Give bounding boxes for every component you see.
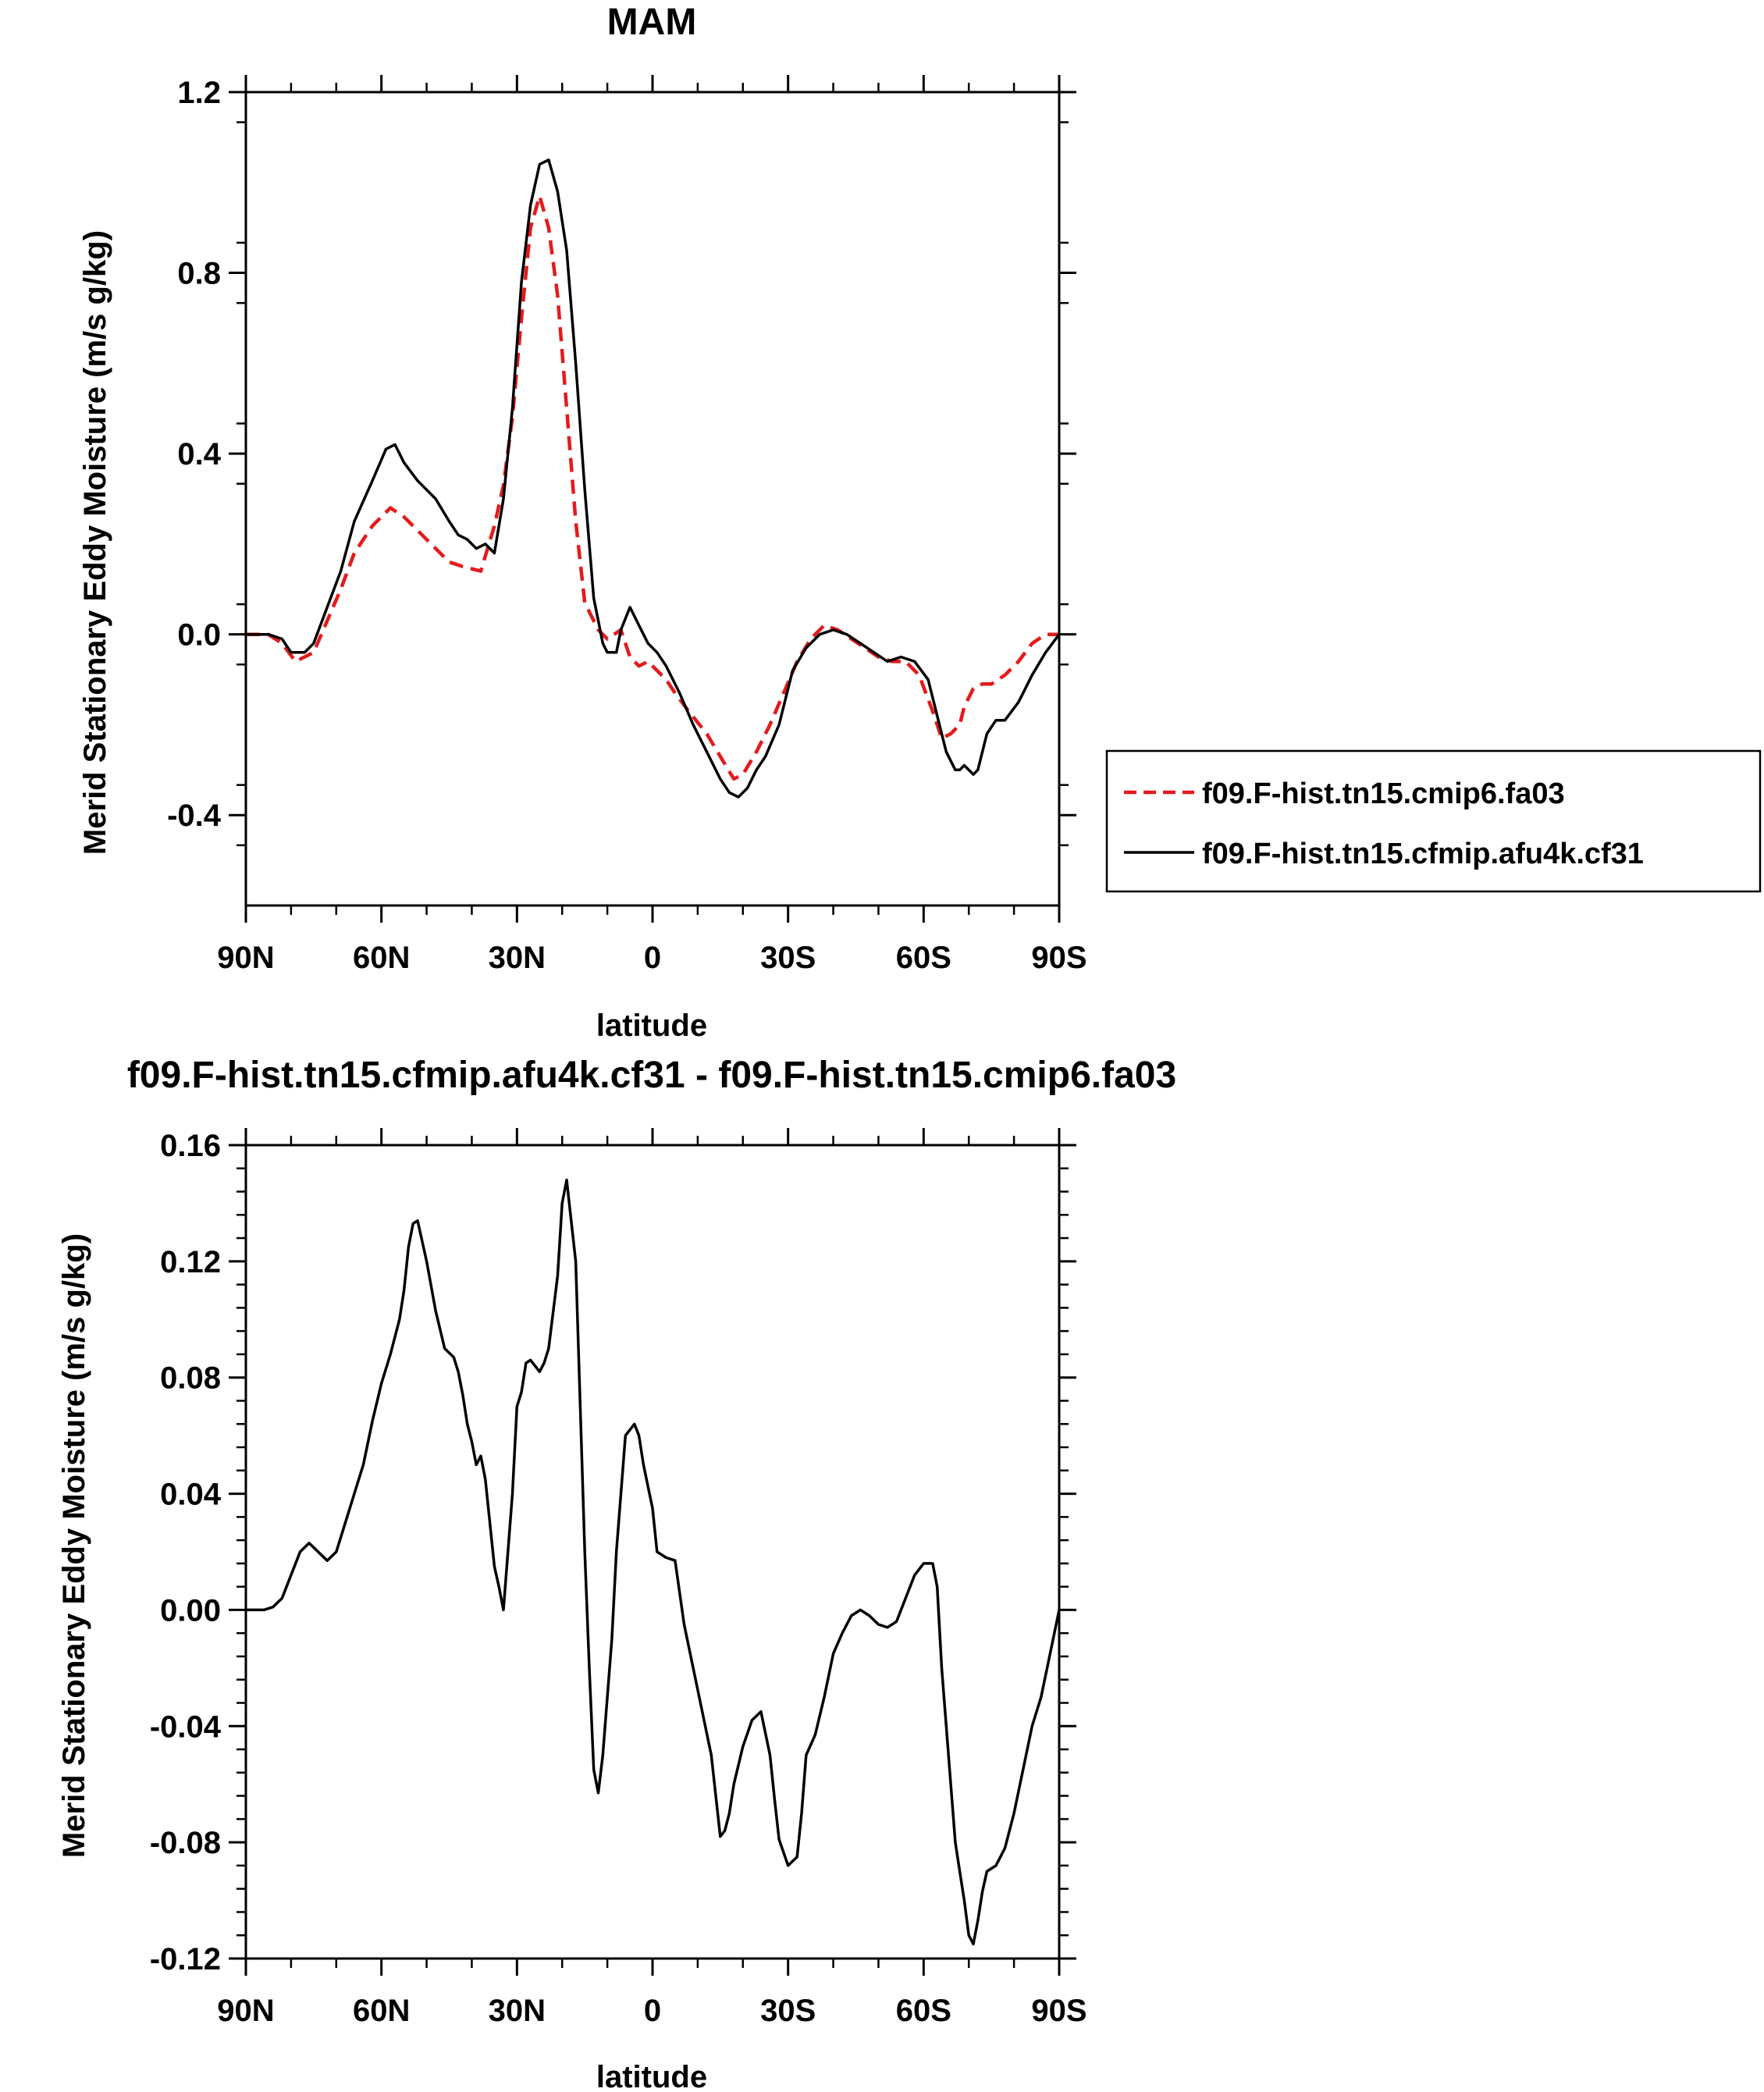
- y-tick-label: 0.0: [177, 618, 221, 653]
- top-x-axis-label: latitude: [596, 1009, 707, 1043]
- x-tick-label: 30N: [489, 1994, 546, 2028]
- y-tick-label: -0.04: [150, 1710, 222, 1744]
- bottom-y-axis-label: Merid Stationary Eddy Moisture (m/s g/kg…: [57, 1233, 91, 1858]
- bottom-series-lines: [244, 1178, 1061, 1946]
- series-line-cfmip-cf31: [244, 158, 1061, 799]
- bottom-plot-frame: [244, 1144, 1061, 1960]
- x-tick-label: 0: [644, 1994, 661, 2028]
- series-line-difference: [244, 1178, 1061, 1946]
- y-tick-label: -0.4: [167, 799, 222, 833]
- x-tick-label: 60N: [353, 1994, 410, 2028]
- top-chart-panel: MAM Merid Stationary Eddy Moisture (m/s …: [78, 2, 1762, 1043]
- y-tick-label: -0.08: [150, 1826, 221, 1860]
- bottom-chart-panel: f09.F-hist.tn15.cfmip.afu4k.cf31 - f09.F…: [57, 1055, 1176, 2092]
- x-tick-label: 90N: [217, 941, 274, 975]
- y-tick-label: 0.4: [177, 437, 221, 471]
- top-axis-ticks: 1.2 0.8 0.4 0.0 -0.4 90N 60N 30N 0 30S 60S 90S: [167, 75, 1087, 975]
- y-tick-label: -0.12: [150, 1942, 221, 1976]
- x-tick-label: 30S: [760, 1994, 816, 2028]
- x-tick-label: 60S: [896, 1994, 951, 2028]
- top-legend: f09.F-hist.tn15.cmip6.fa03 f09.F-hist.tn…: [1105, 749, 1762, 893]
- top-y-axis-label: Merid Stationary Eddy Moisture (m/s g/kg…: [78, 230, 112, 855]
- y-tick-label: 1.2: [177, 76, 221, 110]
- x-tick-label: 0: [644, 941, 661, 975]
- top-plot-frame: [244, 91, 1061, 907]
- legend-label-cfmip-cf31: f09.F-hist.tn15.cfmip.afu4k.cf31: [1202, 838, 1644, 870]
- x-tick-label: 90S: [1031, 1994, 1086, 2028]
- legend-label-cmip6-fa03: f09.F-hist.tn15.cmip6.fa03: [1202, 777, 1565, 810]
- y-tick-label: 0.16: [160, 1129, 221, 1163]
- bottom-axis-ticks: 0.16 0.12 0.08 0.04 0.00 -0.04 -0.08 -0.12 90N 60…: [150, 1128, 1087, 2028]
- y-tick-label: 0.04: [160, 1478, 222, 1512]
- x-tick-label: 90S: [1031, 941, 1086, 975]
- y-tick-label: 0.00: [160, 1593, 221, 1628]
- bottom-chart-title: f09.F-hist.tn15.cfmip.afu4k.cf31 - f09.F…: [127, 1055, 1176, 1096]
- x-tick-label: 60S: [896, 941, 951, 975]
- bottom-x-axis-label: latitude: [596, 2060, 707, 2092]
- y-tick-label: 0.12: [160, 1245, 221, 1279]
- x-tick-label: 90N: [217, 1994, 274, 2028]
- top-chart-title: MAM: [607, 2, 697, 43]
- x-tick-label: 30S: [760, 941, 816, 975]
- x-tick-label: 60N: [353, 941, 410, 975]
- y-tick-label: 0.08: [160, 1361, 221, 1396]
- series-line-cmip6-fa03: [246, 194, 1059, 781]
- x-tick-label: 30N: [489, 941, 546, 975]
- top-series-lines: [244, 158, 1061, 799]
- y-tick-label: 0.8: [177, 257, 221, 291]
- legend-box: [1105, 749, 1762, 893]
